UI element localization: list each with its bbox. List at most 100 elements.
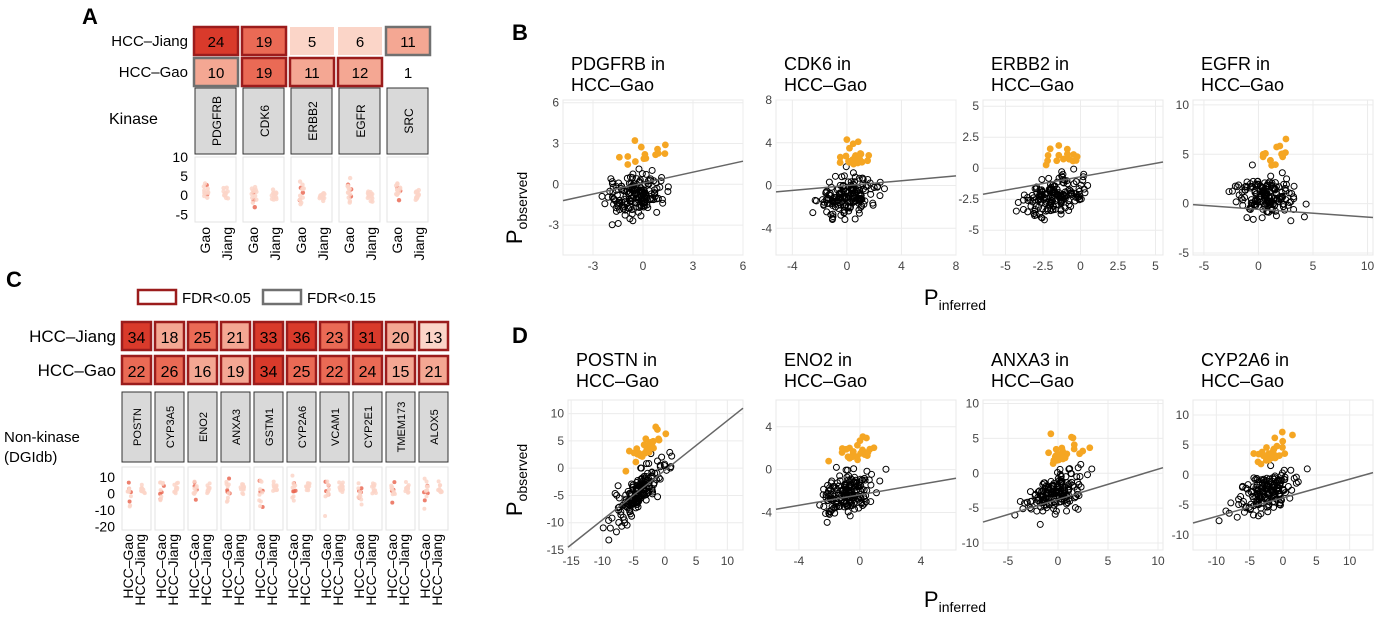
scatter-point-black bbox=[831, 504, 839, 512]
heatmap-cell-value: 12 bbox=[352, 65, 369, 82]
scatter-point-black bbox=[1250, 483, 1258, 491]
heatmap-cell bbox=[219, 354, 252, 386]
scatter-title-line-1: ENO2 in bbox=[784, 350, 852, 370]
mini-plot-point bbox=[371, 483, 376, 488]
scatter-ytick: 0 bbox=[765, 463, 772, 477]
non-kinase-strip bbox=[121, 391, 152, 463]
scatter-point-black bbox=[612, 204, 620, 212]
scatter-point-orange bbox=[863, 434, 870, 442]
scatter-point-black bbox=[832, 463, 840, 471]
scatter-point-orange bbox=[654, 426, 661, 433]
mini-plot-xlabel: Jiang bbox=[267, 227, 283, 260]
mini-plot-point bbox=[205, 189, 211, 195]
mini-plot-point bbox=[250, 195, 255, 201]
scatter-point-black bbox=[846, 512, 854, 520]
scatter-point-orange bbox=[1273, 442, 1281, 450]
scatter-point-black bbox=[1038, 175, 1046, 183]
scatter-point-black bbox=[858, 174, 866, 182]
scatter-point-black bbox=[637, 494, 645, 502]
scatter-xtick: 5 bbox=[1152, 259, 1159, 273]
scatter-point-black bbox=[1057, 207, 1065, 215]
scatter-point-black bbox=[827, 479, 835, 487]
scatter-ytick: 10 bbox=[966, 396, 980, 410]
mini-plot-point bbox=[127, 486, 132, 491]
legend-fdr005-swatch bbox=[136, 288, 178, 306]
scatter-point-black bbox=[1038, 187, 1046, 195]
scatter-point-black bbox=[664, 183, 672, 191]
heatmap-cell bbox=[186, 320, 219, 352]
scatter-ytick: 10 bbox=[551, 407, 565, 421]
scatter-point-black bbox=[1041, 479, 1049, 487]
scatter-point-black bbox=[1057, 192, 1065, 200]
scatter-point-orange bbox=[655, 436, 663, 444]
scatter-point-black bbox=[1012, 207, 1020, 215]
scatter-point-black bbox=[1261, 189, 1269, 197]
scatter-point-black bbox=[1272, 212, 1280, 220]
scatter-xtick: -10 bbox=[594, 554, 612, 568]
scatter-point-black bbox=[618, 522, 626, 530]
scatter-point-black bbox=[643, 201, 651, 209]
mini-plot-point bbox=[437, 483, 442, 488]
scatter-point-orange bbox=[647, 442, 655, 450]
scatter-point-black bbox=[1047, 477, 1055, 485]
scatter-point-black bbox=[1227, 499, 1235, 507]
mini-plot-xlabel: HCC–Jiang bbox=[132, 534, 148, 606]
scatter-ytick: 4 bbox=[765, 420, 772, 434]
non-kinase-strip bbox=[253, 391, 284, 463]
scatter-point-black bbox=[1059, 170, 1067, 178]
scatter-point-orange bbox=[624, 161, 632, 168]
scatter-point-black bbox=[617, 511, 625, 519]
mini-plot-point bbox=[227, 476, 232, 481]
mini-plot-xlabel: HCC–Gao bbox=[318, 534, 334, 599]
scatter-point-black bbox=[1238, 483, 1246, 491]
mini-plot-xlabel: Gao bbox=[389, 227, 405, 254]
scatter-point-black bbox=[643, 192, 651, 200]
heatmap-row-label: HCC–Jiang bbox=[29, 327, 116, 346]
scatter-xtick: 5 bbox=[1310, 259, 1317, 273]
scatter-title-line-2: HCC–Gao bbox=[991, 371, 1074, 391]
panel-d-xlabel: Pinferred bbox=[924, 587, 986, 615]
mini-plot-point bbox=[258, 478, 263, 483]
heatmap-cell-value: 25 bbox=[194, 330, 212, 347]
scatter-point-black bbox=[870, 184, 878, 192]
scatter-point-black bbox=[1070, 165, 1078, 173]
mini-plot-point bbox=[271, 479, 276, 484]
scatter-title-line-1: ERBB2 in bbox=[991, 54, 1069, 74]
scatter-point-black bbox=[639, 187, 647, 195]
mini-plot-point bbox=[415, 195, 420, 200]
scatter-title-line-2: HCC–Gao bbox=[1201, 371, 1284, 391]
scatter-point-black bbox=[1290, 182, 1298, 190]
mini-plot-point bbox=[320, 198, 326, 204]
scatter-point-black bbox=[615, 494, 623, 502]
mini-plot-point bbox=[258, 504, 263, 509]
mini-plot-xlabel: Gao bbox=[197, 227, 213, 254]
mini-plot-point bbox=[326, 482, 331, 487]
scatter-point-orange bbox=[1263, 444, 1270, 451]
scatter-point-black bbox=[1288, 486, 1296, 494]
heatmap-cell bbox=[351, 354, 384, 386]
mini-plot-point bbox=[393, 183, 399, 188]
scatter-point-black bbox=[823, 518, 831, 526]
scatter-point-black bbox=[1024, 208, 1032, 216]
heatmap-cell-value: 11 bbox=[304, 65, 320, 82]
mini-plot-point bbox=[272, 485, 277, 490]
scatter-point-black bbox=[601, 200, 609, 208]
scatter-point-black bbox=[809, 209, 817, 217]
scatter-point-black bbox=[840, 503, 848, 511]
heatmap-cell-value: 23 bbox=[326, 330, 344, 347]
scatter-point-black bbox=[1074, 505, 1082, 513]
scatter-point-black bbox=[880, 185, 888, 193]
scatter-point-black bbox=[658, 173, 666, 181]
scatter-ytick: 0 bbox=[972, 466, 979, 480]
mini-plot-point bbox=[291, 481, 296, 486]
mini-plot-point bbox=[390, 500, 395, 505]
mini-plot-point bbox=[158, 488, 163, 493]
scatter-title-line-1: CDK6 in bbox=[784, 54, 851, 74]
scatter-point-black bbox=[867, 498, 875, 506]
scatter-point-black bbox=[849, 169, 857, 177]
heatmap-cell bbox=[240, 25, 288, 57]
legend-fdr015-label: FDR<0.15 bbox=[307, 290, 376, 307]
scatter-point-black bbox=[1248, 199, 1256, 207]
scatter-ytick: 2.5 bbox=[962, 130, 979, 144]
mini-plot-point bbox=[300, 190, 306, 195]
